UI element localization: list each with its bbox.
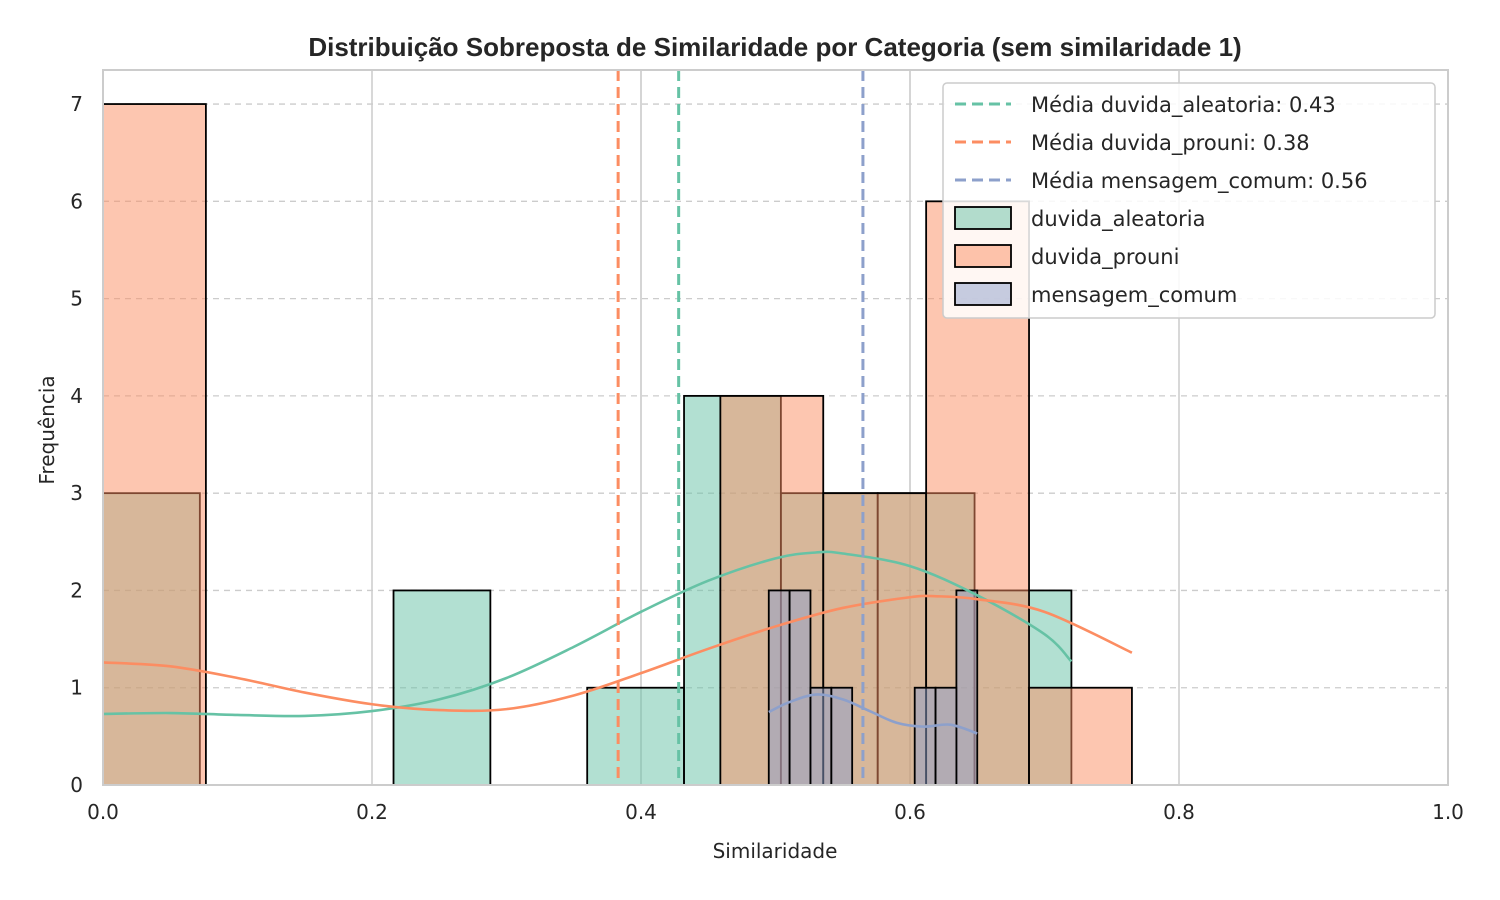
x-axis-label: Similaridade [713, 839, 838, 863]
legend: Média duvida_aleatoria: 0.43 Média duvida… [942, 82, 1436, 319]
legend-bar-swatch-duvida_prouni [954, 244, 1012, 268]
plot-frame [102, 69, 1449, 786]
kde-lines [102, 550, 1133, 735]
kde-mensagem_comum [768, 693, 978, 735]
y-tick-label-3: 3 [70, 481, 83, 505]
y-tick-label-0: 0 [70, 773, 83, 797]
y-tick-label-4: 4 [70, 384, 83, 408]
legend-series-label-duvida_aleatoria: duvida_aleatoria [1031, 207, 1206, 232]
y-axis-label: Frequência [35, 375, 59, 484]
legend-series-label-mensagem_comum: mensagem_comum [1031, 283, 1237, 308]
bar-mensagem_comum-2 [809, 686, 833, 786]
bar-duvida_aleatoria-2 [586, 686, 685, 786]
ticks: 0.0 0.2 0.4 0.6 0.8 1.0 0 1 2 3 4 5 6 7 [70, 92, 1464, 824]
bar-mensagem_comum-0 [767, 589, 791, 786]
legend-bar-swatch-duvida_aleatoria [954, 206, 1012, 230]
y-tick-label-1: 1 [70, 676, 83, 700]
x-tick-label-0: 0.0 [87, 800, 119, 824]
x-tick-label-2: 0.4 [625, 800, 657, 824]
bar-mensagem_comum-4 [913, 686, 937, 786]
kde-duvida_prouni [102, 594, 1133, 713]
mean-lines [616, 70, 865, 785]
x-tick-label-4: 0.8 [1163, 800, 1195, 824]
legend-mean-label-duvida_prouni: Média duvida_prouni: 0.38 [1031, 131, 1310, 156]
legend-mean-label-duvida_aleatoria: Média duvida_aleatoria: 0.43 [1031, 93, 1336, 118]
legend-box [942, 82, 1436, 319]
y-tick-label-7: 7 [70, 92, 83, 116]
y-tick-label-2: 2 [70, 578, 83, 602]
x-tick-label-1: 0.2 [356, 800, 388, 824]
x-tick-label-3: 0.6 [894, 800, 926, 824]
bar-mensagem_comum-5 [934, 686, 958, 786]
bar-duvida_prouni-0 [102, 103, 207, 786]
y-tick-label-6: 6 [70, 189, 83, 213]
legend-mean-label-mensagem_comum: Média mensagem_comum: 0.56 [1031, 169, 1368, 194]
x-tick-label-5: 1.0 [1432, 800, 1464, 824]
legend-bar-swatch-mensagem_comum [954, 282, 1012, 306]
bar-duvida_prouni-4 [1028, 686, 1133, 786]
chart-title: Distribuição Sobreposta de Similaridade … [308, 32, 1241, 62]
y-tick-label-5: 5 [70, 287, 83, 311]
legend-series-label-duvida_prouni: duvida_prouni [1031, 245, 1179, 270]
bar-mensagem_comum-6 [955, 589, 979, 786]
bar-duvida_aleatoria-1 [392, 589, 492, 786]
kde-duvida_aleatoria [102, 550, 1073, 718]
